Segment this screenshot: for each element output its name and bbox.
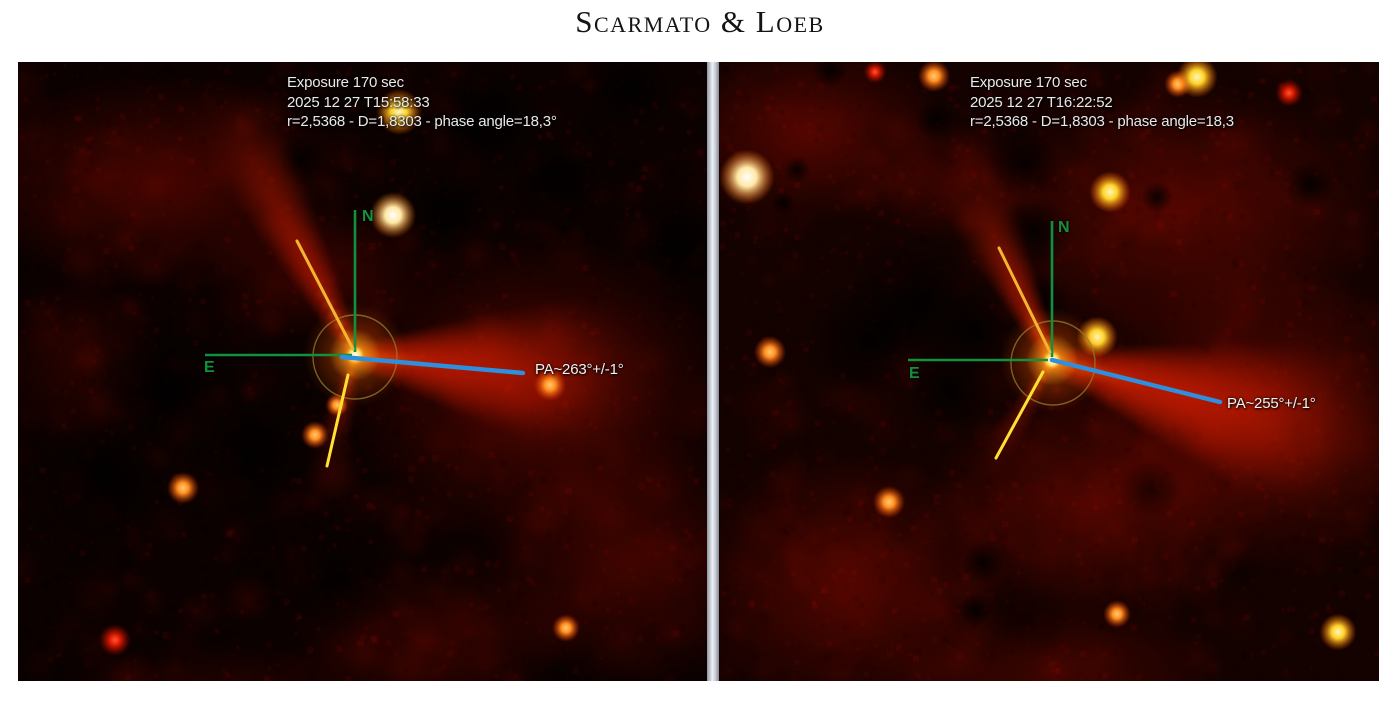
observation-panel-right: Exposure 170 sec 2025 12 27 T16:22:52 r=… [719,62,1379,681]
info-line-exposure: Exposure 170 sec [287,74,404,91]
exposure-info: Exposure 170 sec 2025 12 27 T16:22:52 r=… [970,73,1234,132]
page-title: Scarmato & Loeb [575,4,825,39]
exposure-info: Exposure 170 sec 2025 12 27 T15:58:33 r=… [287,73,557,132]
panel-divider [707,62,719,681]
info-line-exposure: Exposure 170 sec [970,74,1087,91]
pa-angle-label: PA~255°+/-1° [1227,395,1316,412]
observation-panel-left: Exposure 170 sec 2025 12 27 T15:58:33 r=… [18,62,707,681]
compass-north-label: N [1058,219,1070,236]
pa-angle-label: PA~263°+/-1° [535,361,624,378]
compass-north-label: N [362,208,374,225]
compass-east-label: E [909,365,920,382]
info-line-datetime: 2025 12 27 T15:58:33 [287,93,430,111]
info-line-orbit: r=2,5368 - D=1,8303 - phase angle=18,3° [287,113,557,130]
info-line-orbit: r=2,5368 - D=1,8303 - phase angle=18,3 [970,113,1234,130]
info-line-datetime: 2025 12 27 T16:22:52 [970,93,1113,111]
compass-east-label: E [204,359,215,376]
telescope-image-canvas [719,62,1379,681]
